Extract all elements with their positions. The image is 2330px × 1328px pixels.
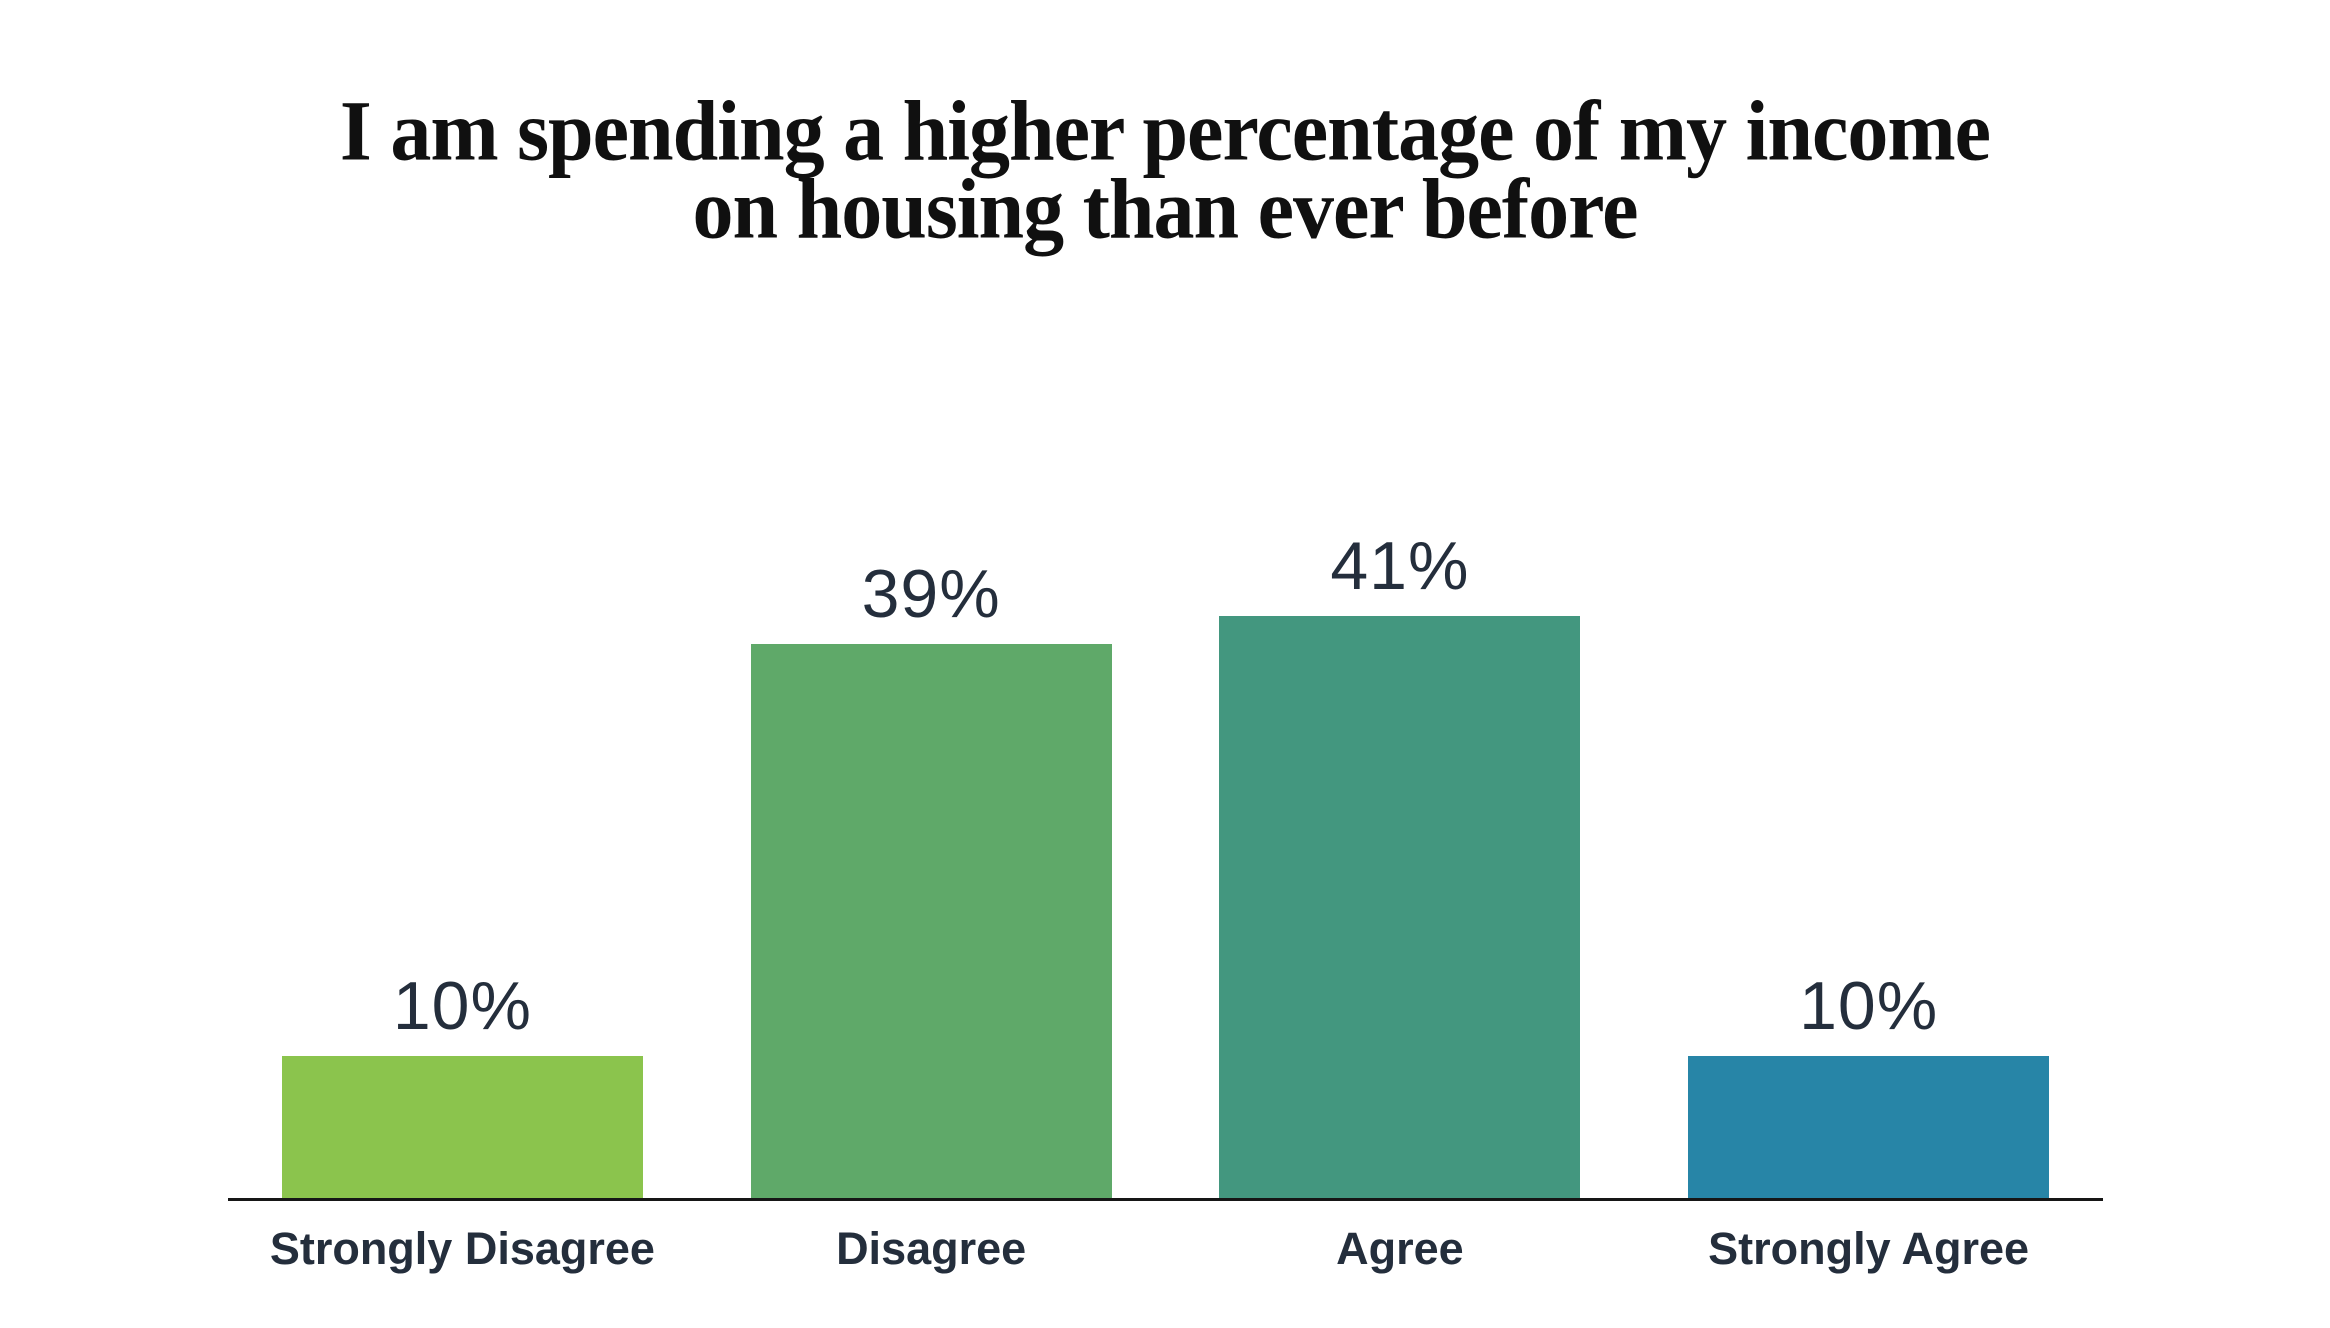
chart-title-line-1: I am spending a higher percentage of my … <box>339 83 1991 179</box>
bar <box>750 644 1112 1198</box>
bar-value-label: 10% <box>1799 968 1939 1044</box>
bar-chart-plot-area: 10% 39% 41% 10% <box>228 0 2103 1198</box>
x-axis-category-label: Agree <box>1336 1223 1464 1274</box>
chart-column: 10% <box>1634 0 2103 1198</box>
chart-column: 41% <box>1166 0 1635 1198</box>
x-axis-category-row: Strongly Disagree Disagree Agree Strongl… <box>228 1224 2103 1274</box>
x-axis-category-label: Disagree <box>836 1223 1027 1274</box>
chart-title: I am spending a higher percentage of my … <box>0 83 2330 257</box>
chart-column: 39% <box>697 0 1166 1198</box>
x-axis-category-label: Strongly Agree <box>1708 1223 2030 1274</box>
x-axis-category-label: Strongly Disagree <box>269 1223 655 1274</box>
x-axis-line <box>228 1198 2103 1201</box>
bar-value-label: 39% <box>861 556 1001 632</box>
bar-value-label: 10% <box>392 968 532 1044</box>
bar <box>1688 1056 2050 1198</box>
bar <box>1219 616 1581 1198</box>
chart-column: 10% <box>228 0 697 1198</box>
chart-title-line-2: on housing than ever before <box>692 161 1639 257</box>
bar-value-label: 41% <box>1330 528 1470 604</box>
bar <box>281 1056 643 1198</box>
